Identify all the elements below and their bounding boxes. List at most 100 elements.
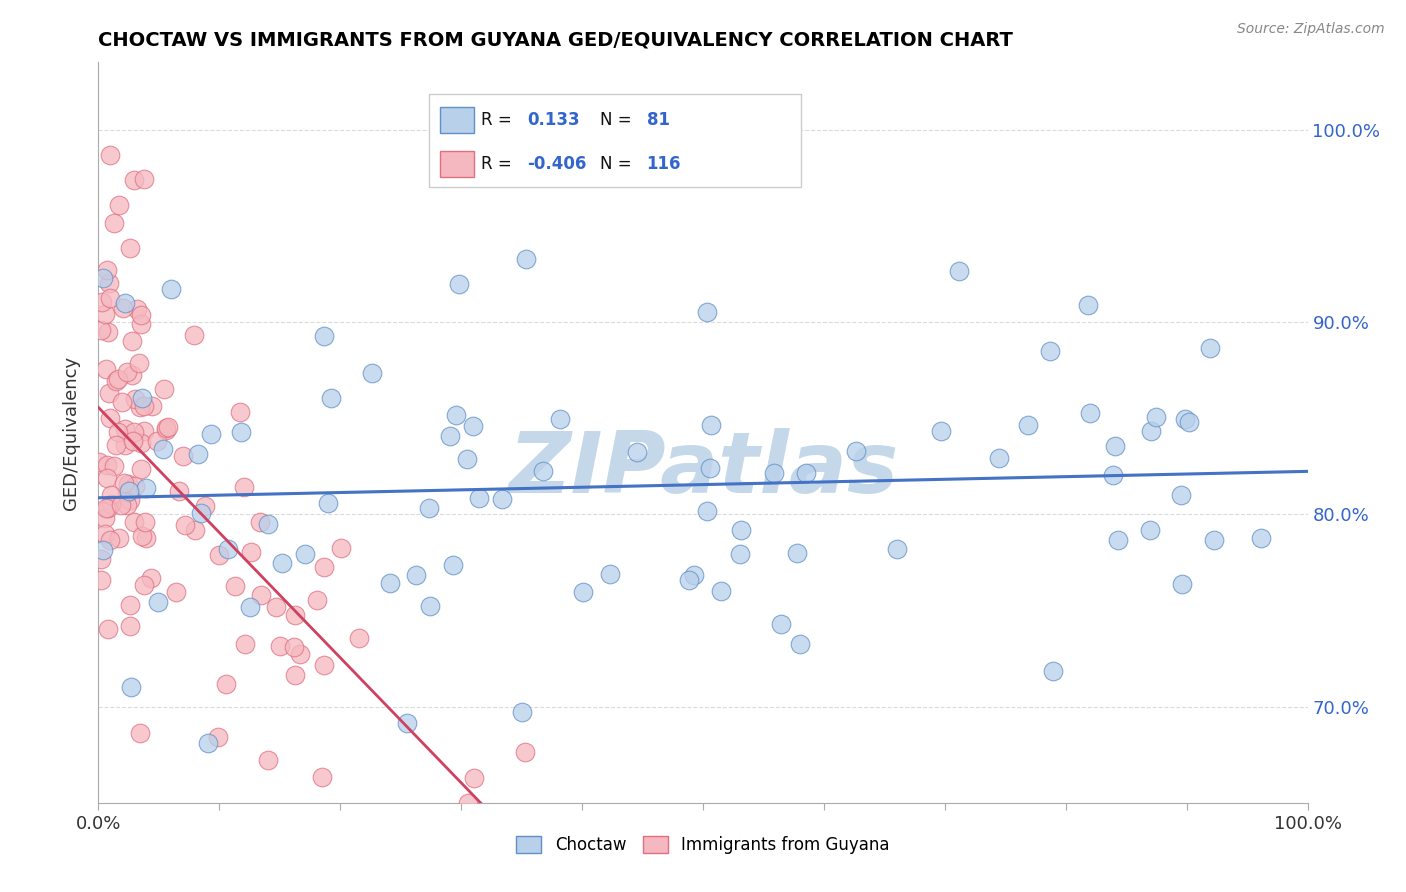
Point <box>146 434 169 448</box>
Point <box>134 399 156 413</box>
Point <box>91 543 114 558</box>
Text: -0.406: -0.406 <box>527 155 586 173</box>
Point <box>456 452 478 467</box>
Point <box>157 420 180 434</box>
Point <box>232 480 254 494</box>
Point <box>100 488 122 502</box>
Point <box>347 631 370 645</box>
Point <box>405 568 427 582</box>
Point <box>152 442 174 456</box>
Point <box>312 329 335 343</box>
Point <box>90 323 112 337</box>
Point <box>121 334 143 348</box>
Point <box>127 301 149 316</box>
Point <box>987 451 1010 466</box>
Point <box>135 481 157 495</box>
Point <box>283 640 305 654</box>
Point <box>316 495 339 509</box>
Point <box>288 647 311 661</box>
Point <box>183 327 205 342</box>
Point <box>301 854 323 868</box>
Point <box>531 465 554 479</box>
Point <box>311 770 333 784</box>
Point <box>215 677 238 691</box>
Point <box>96 622 118 636</box>
Point <box>165 585 187 599</box>
Point <box>1107 533 1129 547</box>
Point <box>699 460 721 475</box>
Point <box>710 583 733 598</box>
Point <box>1170 488 1192 502</box>
Point <box>1174 412 1197 426</box>
Point <box>120 681 142 695</box>
Point <box>264 599 287 614</box>
Point <box>696 504 718 518</box>
Point <box>948 264 970 278</box>
Point <box>588 854 610 868</box>
Point <box>1078 406 1101 420</box>
Point <box>96 263 118 277</box>
Point <box>418 501 440 516</box>
Point <box>194 499 217 513</box>
Point <box>461 418 484 433</box>
Text: N =: N = <box>600 111 637 128</box>
Point <box>146 595 169 609</box>
Point <box>128 725 150 739</box>
Point <box>87 455 110 469</box>
Point <box>224 579 246 593</box>
Point <box>103 216 125 230</box>
Point <box>269 639 291 653</box>
Point <box>419 599 441 613</box>
Legend: Choctaw, Immigrants from Guyana: Choctaw, Immigrants from Guyana <box>509 830 897 861</box>
Point <box>1017 417 1039 432</box>
Point <box>115 498 138 512</box>
Point <box>129 317 152 331</box>
Point <box>96 500 118 515</box>
Point <box>131 392 153 406</box>
Point <box>444 408 467 422</box>
Point <box>90 551 112 566</box>
Point <box>510 705 533 719</box>
Text: 81: 81 <box>647 111 669 128</box>
Text: ZIPatlas: ZIPatlas <box>508 428 898 511</box>
Point <box>160 282 183 296</box>
Point <box>430 854 453 868</box>
Point <box>457 797 479 811</box>
Point <box>284 668 307 682</box>
Point <box>100 497 122 511</box>
Point <box>571 585 593 599</box>
Point <box>418 819 440 833</box>
Point <box>167 483 190 498</box>
Point <box>97 386 120 401</box>
Point <box>114 295 136 310</box>
Point <box>134 424 156 438</box>
Point <box>617 854 640 868</box>
Point <box>929 424 952 438</box>
Point <box>98 533 121 547</box>
Point <box>96 471 118 485</box>
Point <box>120 598 142 612</box>
Point <box>94 362 117 376</box>
Point <box>235 637 257 651</box>
Point <box>1102 467 1125 482</box>
Text: 0.133: 0.133 <box>527 111 579 128</box>
Point <box>97 325 120 339</box>
Point <box>312 559 335 574</box>
Point <box>1140 424 1163 438</box>
FancyBboxPatch shape <box>440 107 474 133</box>
Point <box>361 366 384 380</box>
Point <box>312 657 335 672</box>
Point <box>786 546 808 560</box>
Point <box>124 425 146 439</box>
Point <box>256 516 278 531</box>
Text: R =: R = <box>481 155 516 173</box>
Point <box>117 477 139 491</box>
Point <box>626 445 648 459</box>
Point <box>107 371 129 385</box>
Point <box>447 277 470 291</box>
Point <box>1204 533 1226 547</box>
Point <box>108 531 131 545</box>
Point <box>271 556 294 570</box>
Point <box>118 241 141 255</box>
Point <box>463 771 485 785</box>
